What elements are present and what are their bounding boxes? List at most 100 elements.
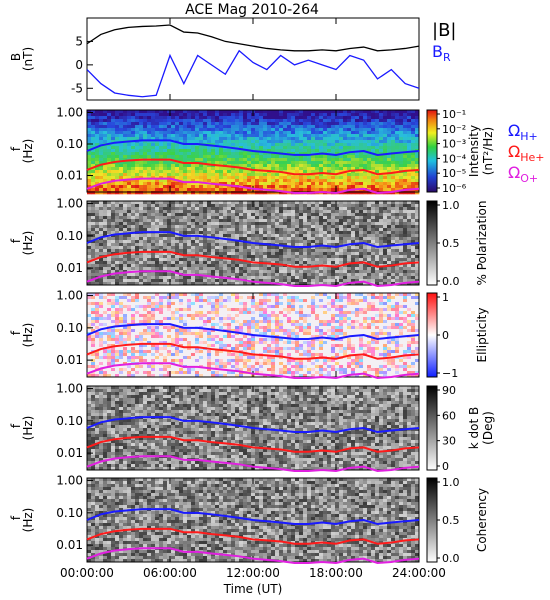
y-tick-label: 0.01 — [56, 169, 83, 183]
series-btotal-line — [86, 24, 420, 52]
colorbar-label: k dot B — [467, 407, 481, 449]
series-gyro-h-line — [86, 508, 420, 526]
series-gyro-he-line — [86, 435, 420, 453]
colorbar-tick-label: 0.5 — [442, 237, 460, 250]
panel-b-field: B(nT) 5 0 -5 — [9, 17, 420, 101]
y-tick-label: 0.01 — [56, 261, 83, 275]
y-tick-label: -5 — [71, 81, 83, 95]
spectrogram — [87, 478, 420, 563]
chart-title: ACE Mag 2010-264 — [185, 2, 319, 18]
spectrogram — [87, 201, 420, 286]
y-tick-label: 0.10 — [56, 321, 83, 335]
y-tick-label: 5 — [75, 34, 83, 48]
colorbar-tick-label: 1.0 — [442, 199, 460, 212]
colorbar-tick-label: 10⁻³ — [442, 138, 466, 151]
colorbar-tick-label: 10⁻¹ — [442, 108, 466, 121]
colorbar-tick-label: 0.5 — [442, 514, 460, 527]
y-tick-label: 0.10 — [56, 506, 83, 520]
colorbar-tick-label: 60 — [442, 409, 456, 422]
legend-btotal: |B| — [432, 20, 456, 41]
legend-gyro-he: ΩHe+ — [508, 142, 545, 164]
colorbar-tick-label: 1 — [442, 291, 449, 304]
y-axis-label: B — [9, 53, 23, 61]
legend-gyro-o: ΩO+ — [508, 163, 538, 185]
y-axis-label: f — [9, 515, 23, 520]
spectrogram — [87, 293, 420, 378]
colorbar-tick-label: 10⁻⁶ — [442, 182, 467, 195]
y-tick-label: 1.00 — [56, 105, 83, 119]
panels-layer: B(nT)50-5f(Hz)1.000.100.0110⁻¹10⁻²10⁻³10… — [9, 17, 495, 565]
y-axis-unit: (Hz) — [21, 231, 35, 256]
y-tick-label: 1.00 — [56, 289, 83, 303]
series-gyro-o-line — [86, 177, 420, 194]
colorbar — [426, 385, 438, 471]
colorbar-unit: (nT²/Hz) — [481, 127, 495, 175]
y-axis-unit: (Hz) — [21, 139, 35, 164]
colorbar-tick-label: 10⁻⁴ — [442, 152, 467, 165]
y-tick-label: 0.10 — [56, 229, 83, 243]
axes-frame — [86, 17, 420, 101]
colorbar-tick-label: 0.0 — [442, 552, 460, 565]
panel-polarization: f(Hz) 1.00 0.10 0.01 1.0 0.5 0.0 % Polarization — [9, 197, 489, 288]
legend-gyro-h: ΩH+ — [508, 121, 538, 143]
y-tick-label: 1.00 — [56, 474, 83, 488]
time-tick-label: 12:00:00 — [226, 566, 280, 580]
panel-ellipticity: f(Hz) 1.00 0.10 0.01 1 0 −1 Ellipticity — [9, 289, 489, 380]
colorbar-tick-label: 0 — [442, 460, 449, 473]
series-gyro-o-line — [86, 362, 420, 379]
colorbar — [426, 477, 438, 563]
series-gyro-o-line — [86, 455, 420, 472]
colorbar-label: % Polarization — [475, 201, 489, 286]
y-axis-unit: (nT) — [21, 47, 35, 71]
series-br-line — [86, 49, 420, 98]
colorbar-label: Ellipticity — [475, 308, 489, 363]
y-tick-label: 0.10 — [56, 137, 83, 151]
time-axis-ticks: 00:00:00 06:00:00 12:00:00 18:00:00 24:0… — [60, 566, 446, 580]
series-gyro-he-line — [86, 342, 420, 360]
colorbar-tick-label: 1.0 — [442, 476, 460, 489]
series-gyro-h-line — [86, 323, 420, 341]
y-tick-label: 1.00 — [56, 382, 83, 396]
y-tick-label: 0.10 — [56, 414, 83, 428]
series-gyro-he-line — [86, 527, 420, 545]
y-tick-label: 1.00 — [56, 197, 83, 211]
colorbar — [426, 200, 438, 286]
colorbar-tick-label: 10⁻⁵ — [442, 167, 466, 180]
colorbar-label: Intensity — [467, 125, 481, 177]
colorbar-tick-label: −1 — [442, 367, 458, 380]
y-axis-label: f — [9, 238, 23, 243]
series-gyro-o-line — [86, 547, 420, 564]
y-axis-unit: (Hz) — [21, 323, 35, 348]
colorbar-tick-label: 0.0 — [442, 275, 460, 288]
series-gyro-h-line — [86, 231, 420, 249]
colorbar-tick-label: 0 — [442, 329, 449, 342]
y-axis-label: f — [9, 330, 23, 335]
panel-intensity: f(Hz) 1.00 0.10 0.01 10⁻¹ 10⁻² 10⁻³10⁻⁴ 10⁻⁵ 10⁻… — [9, 105, 495, 195]
series-gyro-h-line — [86, 416, 420, 434]
y-tick-label: 0 — [75, 58, 83, 72]
y-axis-unit: (Hz) — [21, 416, 35, 441]
panel-kdotb: f(Hz) 1.00 0.10 0.01 90 60 30 0 k dot B (Deg) — [9, 382, 495, 473]
time-axis-label: Time (UT) — [223, 582, 283, 596]
colorbar-unit: (Deg) — [481, 411, 495, 445]
y-tick-label: 0.01 — [56, 538, 83, 552]
y-tick-label: 0.01 — [56, 446, 83, 460]
colorbar-tick-label: 10⁻² — [442, 123, 466, 136]
time-tick-label: 24:00:00 — [392, 566, 446, 580]
y-axis-label: f — [9, 146, 23, 151]
series-gyro-o-line — [86, 270, 420, 287]
legend-br: BR — [432, 42, 451, 64]
colorbar — [426, 292, 438, 378]
y-axis-unit: (Hz) — [21, 508, 35, 533]
time-tick-label: 00:00:00 — [60, 566, 114, 580]
time-tick-label: 06:00:00 — [143, 566, 197, 580]
time-tick-label: 18:00:00 — [309, 566, 363, 580]
colorbar-tick-label: 30 — [442, 435, 456, 448]
colorbar-label: Coherency — [475, 488, 489, 552]
panel-coherency: f(Hz) 1.00 0.10 0.01 1.0 0.5 0.0 Coherency — [9, 474, 489, 565]
series-gyro-he-line — [86, 158, 420, 176]
colorbar-tick-label: 90 — [442, 384, 456, 397]
y-tick-label: 0.01 — [56, 353, 83, 367]
